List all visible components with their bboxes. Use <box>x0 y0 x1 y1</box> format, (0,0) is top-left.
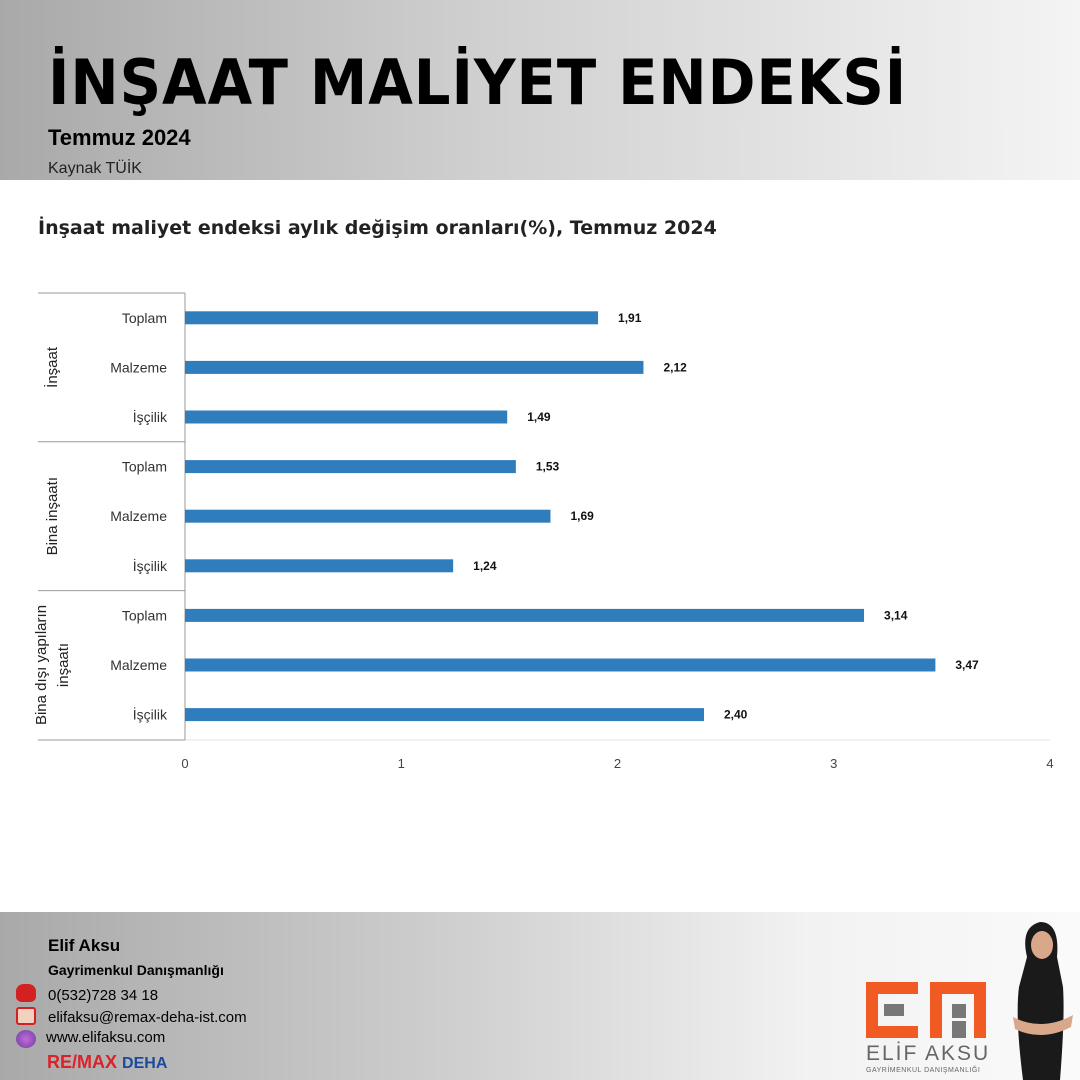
logo-subtext: GAYRİMENKUL DANIŞMANLIĞI <box>866 1067 981 1074</box>
data-label: 1,53 <box>536 460 560 474</box>
header: İNŞAAT MALİYET ENDEKSİ Temmuz 2024 Kayna… <box>0 0 1080 180</box>
category-label: Malzeme <box>110 508 167 524</box>
data-label: 1,69 <box>570 509 594 523</box>
bar <box>185 311 599 325</box>
website-link[interactable]: www.elifaksu.com <box>46 1029 166 1046</box>
data-label: 3,14 <box>884 608 908 622</box>
globe-icon <box>16 1030 36 1048</box>
category-label: Malzeme <box>110 657 167 673</box>
group-label: Bina inşaatı <box>44 477 61 555</box>
ea-logo-icon <box>866 982 986 1038</box>
agent-role: Gayrimenkul Danışmanlığı <box>48 962 224 978</box>
data-label: 1,49 <box>527 410 551 424</box>
bar <box>185 360 644 374</box>
category-label: Toplam <box>122 607 167 623</box>
email-address[interactable]: elifaksu@remax-deha-ist.com <box>48 1009 247 1026</box>
category-label: İşçilik <box>133 706 168 723</box>
bar-chart: İnşaat maliyet endeksi aylık değişim ora… <box>33 215 1054 771</box>
category-label: Toplam <box>122 459 167 475</box>
category-label: Toplam <box>122 310 167 326</box>
category-label: Malzeme <box>110 359 167 375</box>
bar <box>185 608 865 622</box>
x-tick-label: 3 <box>830 756 837 771</box>
source-note: Kaynak TÜİK <box>48 160 142 177</box>
x-tick-label: 1 <box>398 756 405 771</box>
group-label: Bina dışı yapıların <box>33 605 50 725</box>
data-label: 1,91 <box>618 311 642 325</box>
agent-photo <box>1013 922 1073 1080</box>
agent-name: Elif Aksu <box>48 936 121 955</box>
logo-text: ELİF AKSU <box>866 1042 991 1065</box>
email-icon <box>16 1007 36 1025</box>
footer: Elif Aksu Gayrimenkul Danışmanlığı 0(532… <box>0 912 1080 1080</box>
page-subtitle: Temmuz 2024 <box>48 125 191 150</box>
phone-icon <box>16 984 36 1002</box>
bar <box>185 658 936 672</box>
bar <box>185 410 508 424</box>
category-label: İşçilik <box>133 408 168 425</box>
chart-title: İnşaat maliyet endeksi aylık değişim ora… <box>38 215 717 239</box>
x-tick-label: 4 <box>1046 756 1053 771</box>
bar <box>185 509 551 523</box>
data-label: 3,47 <box>955 658 979 672</box>
category-label: İşçilik <box>133 557 168 574</box>
x-tick-label: 0 <box>181 756 188 771</box>
bar <box>185 559 454 573</box>
data-label: 1,24 <box>473 559 497 573</box>
page-title: İNŞAAT MALİYET ENDEKSİ <box>48 46 908 119</box>
data-label: 2,40 <box>724 708 748 722</box>
remax-logo: RE/MAX DEHA <box>47 1052 168 1072</box>
group-label: İnşaat <box>43 346 61 388</box>
group-label: inşaatı <box>55 643 72 687</box>
x-tick-label: 2 <box>614 756 621 771</box>
data-label: 2,12 <box>663 360 687 374</box>
phone-number[interactable]: 0(532)728 34 18 <box>48 987 159 1004</box>
bar <box>185 708 704 722</box>
bar <box>185 460 516 474</box>
